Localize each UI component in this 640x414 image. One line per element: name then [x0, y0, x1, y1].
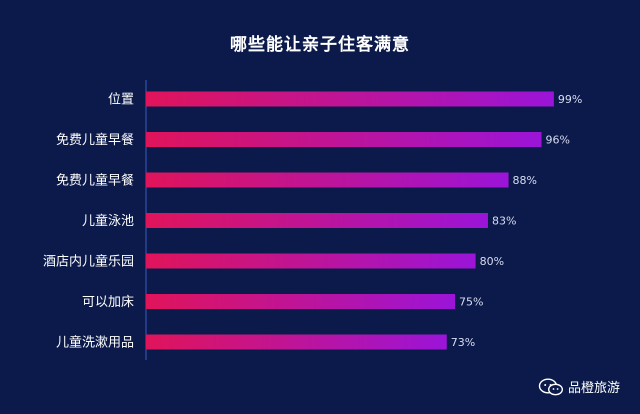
bar-0 — [146, 91, 554, 107]
value-label: 80% — [480, 255, 504, 268]
category-label: 酒店内儿童乐园 — [43, 254, 134, 270]
value-label: 73% — [451, 336, 475, 349]
category-label: 免费儿童早餐 — [56, 132, 134, 148]
bar-5 — [146, 294, 455, 309]
wechat-icon — [538, 377, 563, 395]
bar-1 — [146, 132, 542, 147]
category-label: 儿童洗漱用品 — [56, 335, 134, 351]
value-label: 99% — [558, 93, 582, 106]
value-label: 96% — [546, 134, 570, 147]
category-label: 免费儿童早餐 — [56, 173, 134, 189]
watermark-text: 品橙旅游 — [567, 381, 620, 396]
bar-3 — [146, 213, 488, 228]
category-label: 位置 — [108, 93, 134, 108]
bar-4 — [146, 253, 476, 269]
value-label: 88% — [513, 174, 537, 187]
chart-title: 哪些能让亲子住客满意 — [230, 35, 410, 55]
value-label: 75% — [459, 296, 483, 309]
category-label: 儿童泳池 — [82, 213, 134, 229]
bar-2 — [146, 172, 509, 188]
watermark: 品橙旅游 — [538, 377, 620, 396]
bar-6 — [146, 334, 447, 350]
value-label: 83% — [492, 215, 516, 228]
category-label: 可以加床 — [82, 295, 134, 310]
